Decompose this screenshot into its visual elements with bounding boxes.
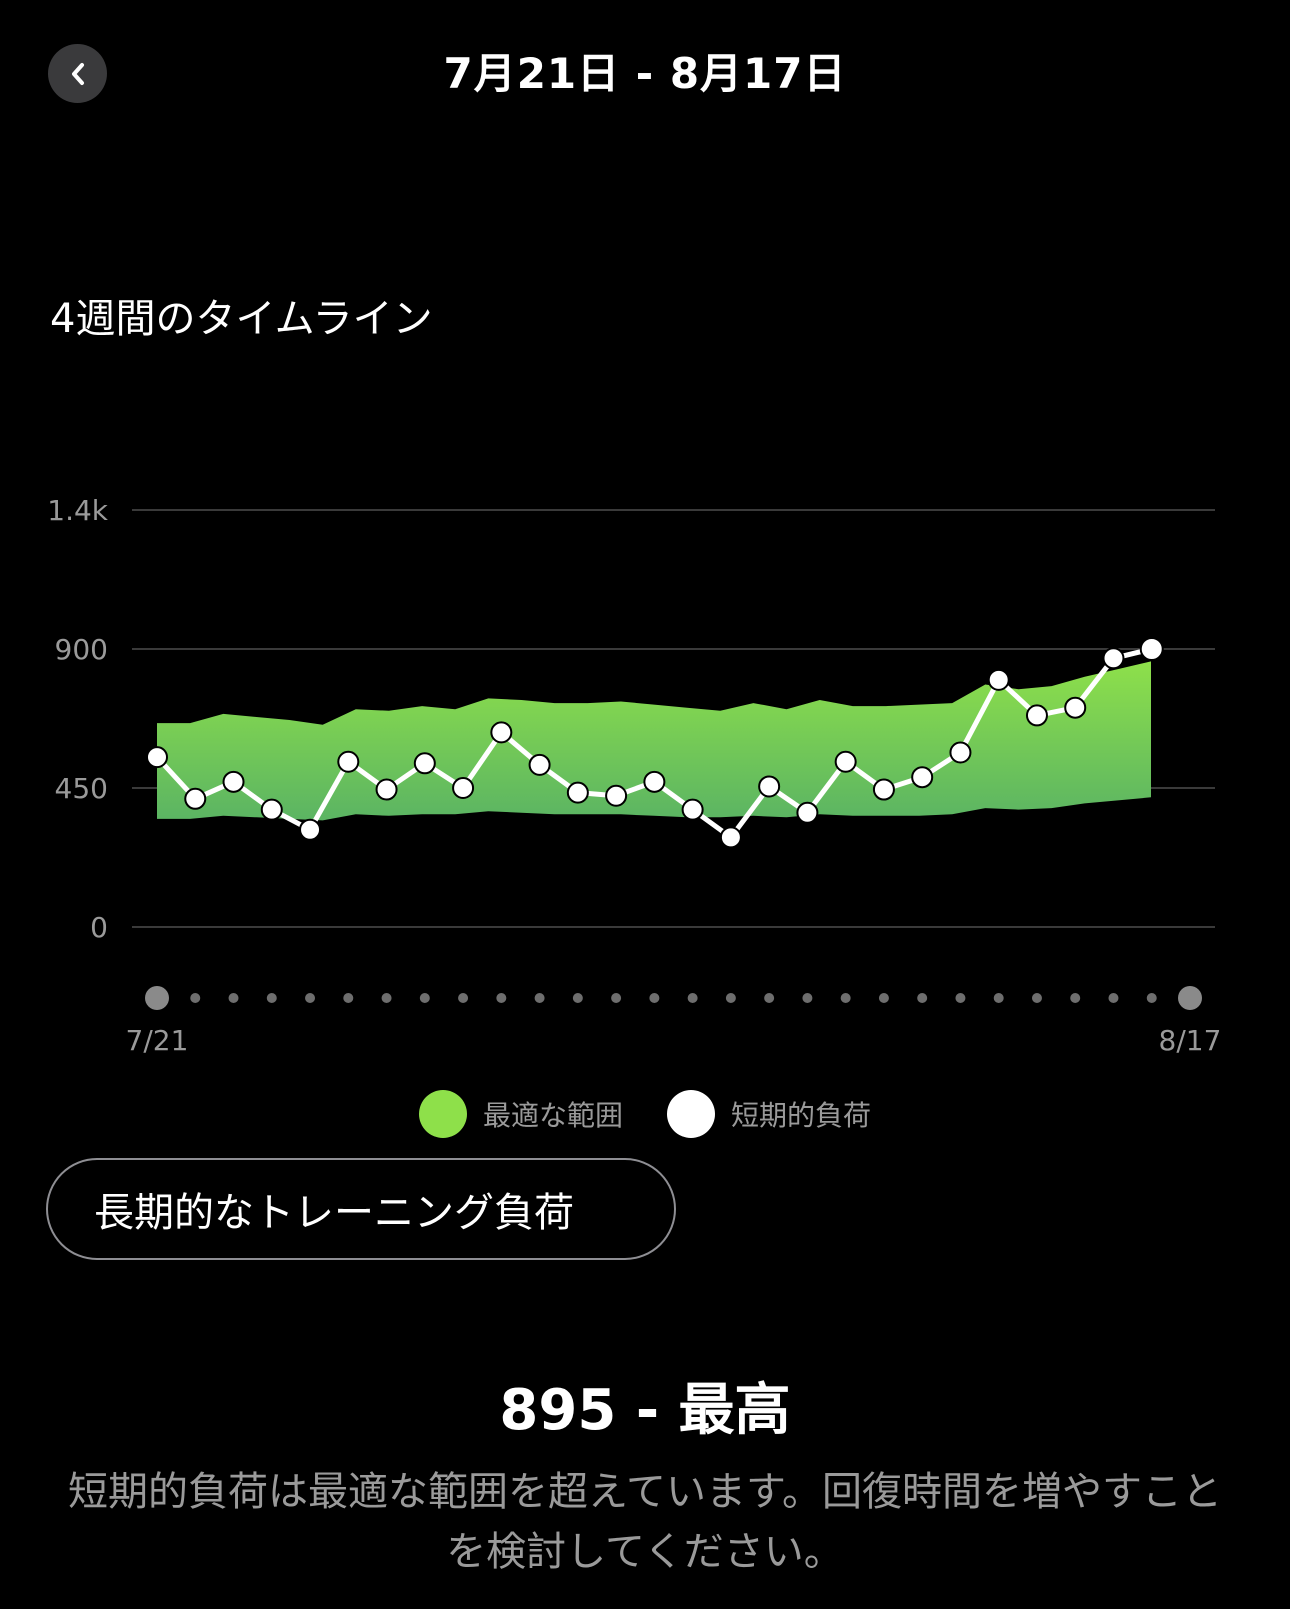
x-axis-dot <box>458 993 469 1003</box>
load-description: 短期的負荷は最適な範囲を超えています。回復時間を増やすことを検討してください。 <box>68 1469 1222 1575</box>
x-axis-dot <box>649 993 660 1003</box>
short-term-load-point <box>490 721 513 744</box>
x-axis-dot <box>572 993 583 1003</box>
legend-label-range: 最適な範囲 <box>482 1099 623 1132</box>
x-axis-dot <box>228 993 239 1003</box>
section-title: 4週間のタイムライン <box>50 296 433 342</box>
x-axis-dot <box>534 993 545 1003</box>
y-tick-label: 900 <box>55 633 108 666</box>
short-term-load-point <box>1139 637 1164 661</box>
long-term-load-toggle[interactable]: 長期的なトレーニング負荷 <box>46 1158 676 1260</box>
short-term-load-point <box>834 750 857 773</box>
short-term-load-point <box>566 781 589 804</box>
short-term-load-point <box>222 770 245 793</box>
short-term-load-point <box>375 778 398 801</box>
load-value: 895 - 最高 <box>499 1378 791 1443</box>
legend-swatch-range <box>418 1090 467 1138</box>
y-tick-label: 1.4k <box>47 494 109 527</box>
x-axis-dot <box>878 993 889 1003</box>
short-term-load-point <box>719 826 742 849</box>
short-term-load-point <box>528 753 551 776</box>
x-axis-dot <box>1031 993 1042 1003</box>
legend-swatch-load <box>667 1090 715 1138</box>
short-term-load-point <box>299 818 322 841</box>
y-tick-label: 0 <box>90 911 108 944</box>
timeline-chart: 0 450 900 1.4k 7/21 8/17 <box>47 494 1222 1057</box>
x-axis-dot <box>1108 993 1119 1003</box>
short-term-load-point <box>643 770 666 793</box>
x-axis-dot <box>840 993 851 1003</box>
x-axis-dot <box>343 993 354 1003</box>
x-axis-dot <box>687 993 698 1003</box>
x-axis-dot <box>1146 993 1157 1003</box>
x-tick-label: 8/17 <box>1159 1024 1222 1057</box>
x-axis-dot <box>611 993 622 1003</box>
x-axis-dot <box>145 986 169 1010</box>
short-term-load-point <box>911 766 934 789</box>
short-term-load-point <box>452 777 475 799</box>
x-axis-dot <box>955 993 966 1003</box>
short-term-load-point <box>758 775 781 798</box>
x-axis-dot <box>305 993 316 1003</box>
short-term-load-point <box>184 787 207 810</box>
short-term-load-point <box>1102 647 1125 670</box>
short-term-load-point <box>949 741 972 764</box>
short-term-load-point <box>1064 696 1087 719</box>
x-axis-dot <box>190 993 201 1003</box>
x-axis-dot <box>725 993 736 1003</box>
short-term-load-point <box>337 750 360 773</box>
x-axis-dot <box>1178 986 1202 1010</box>
short-term-load-point <box>796 801 819 824</box>
short-term-load-point <box>260 798 283 821</box>
x-axis-dot <box>764 993 775 1003</box>
short-term-load-point <box>681 798 704 821</box>
x-axis-dot <box>1070 993 1081 1003</box>
short-term-load-point <box>987 668 1010 691</box>
x-axis-dot <box>496 993 507 1003</box>
x-axis-dot <box>802 993 813 1003</box>
chevron-left-icon <box>71 62 84 85</box>
short-term-load-point <box>1025 704 1048 727</box>
legend-item-range: 最適な範囲 <box>418 1090 623 1138</box>
short-term-load-point <box>605 784 628 807</box>
y-tick-label: 450 <box>55 772 108 805</box>
legend-label-load: 短期的負荷 <box>731 1099 872 1132</box>
back-button[interactable] <box>48 44 107 103</box>
x-axis-dot <box>381 993 392 1003</box>
page-title: 7月21日 - 8月17日 <box>443 49 847 98</box>
x-axis-dot <box>266 993 277 1003</box>
x-axis-dot <box>917 993 928 1003</box>
x-axis-dot <box>419 993 430 1003</box>
x-tick-label: 7/21 <box>126 1024 189 1057</box>
short-term-load-point <box>146 746 168 769</box>
legend-item-load: 短期的負荷 <box>667 1090 871 1138</box>
x-axis-dot <box>993 993 1004 1003</box>
optimal-range-area <box>157 661 1151 821</box>
short-term-load-point <box>413 752 436 775</box>
chart-legend: 最適な範囲 短期的負荷 <box>0 1090 1290 1138</box>
short-term-load-point <box>872 778 895 801</box>
